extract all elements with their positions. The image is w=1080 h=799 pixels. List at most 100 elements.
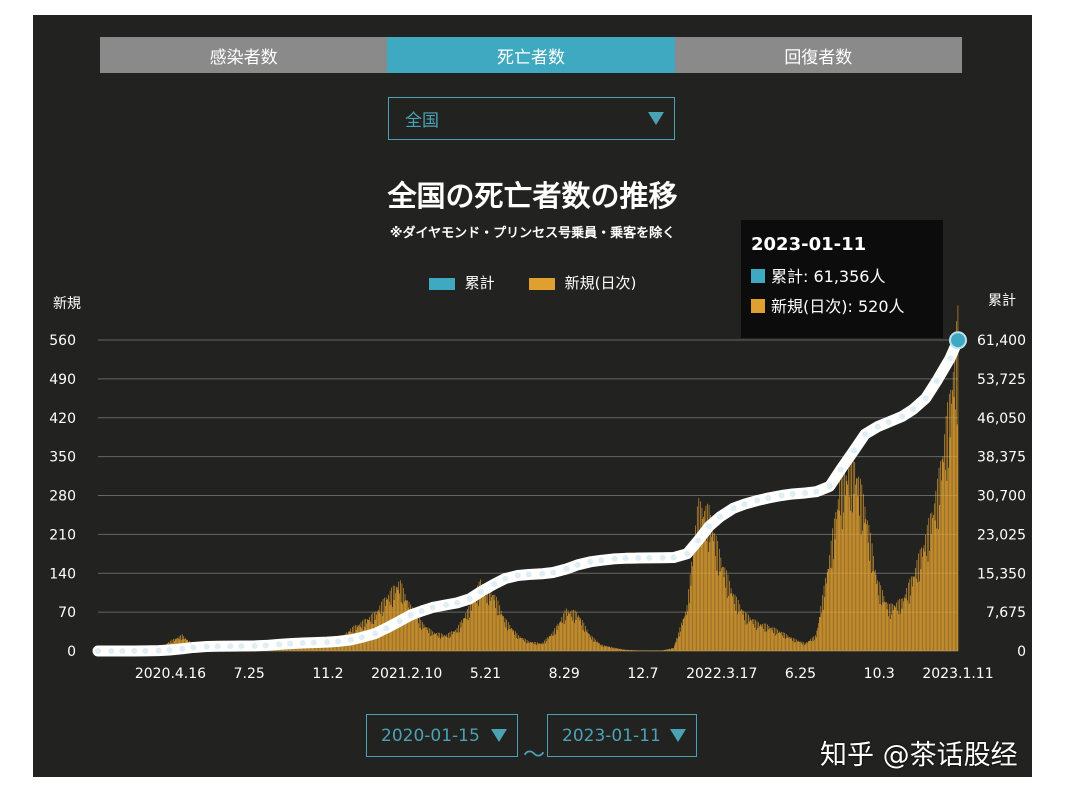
tab-deaths[interactable]: 死亡者数: [387, 37, 675, 73]
daily-bar: [917, 582, 919, 651]
tab-recoveries[interactable]: 回復者数: [674, 37, 962, 73]
daily-bar: [878, 582, 880, 651]
daily-bar: [737, 614, 738, 651]
cumulative-point: [574, 561, 581, 568]
cumulative-point: [372, 630, 379, 637]
daily-bar: [956, 321, 957, 651]
tab-infections[interactable]: 感染者数: [100, 37, 388, 73]
cumulative-point: [227, 643, 234, 650]
daily-bar: [415, 616, 417, 651]
daily-bar: [663, 650, 665, 651]
daily-bar: [765, 623, 767, 651]
daily-bar: [862, 530, 863, 651]
daily-bar: [472, 603, 474, 651]
daily-bar: [547, 637, 548, 651]
daily-bar: [773, 633, 774, 651]
daily-bar: [666, 649, 667, 651]
daily-bar: [522, 638, 523, 651]
daily-bar: [751, 620, 752, 651]
start-date-select[interactable]: 2020-01-15: [366, 714, 518, 757]
daily-bar: [706, 540, 708, 651]
daily-bar: [885, 602, 886, 651]
daily-bar: [811, 640, 812, 651]
daily-bar: [407, 600, 408, 651]
daily-bar: [664, 649, 666, 651]
daily-bar: [654, 650, 656, 651]
daily-bar: [922, 556, 923, 651]
daily-bar: [697, 544, 699, 651]
cumulative-point: [166, 646, 173, 653]
daily-bar: [677, 638, 678, 651]
cumulative-point: [598, 557, 605, 564]
daily-bar: [934, 520, 936, 651]
region-select[interactable]: 全国: [388, 97, 675, 140]
daily-bar: [407, 607, 409, 651]
daily-bar: [645, 650, 647, 651]
daily-bar: [524, 641, 526, 651]
right-axis-label: 累計: [988, 293, 1016, 309]
cumulative-point: [203, 643, 210, 650]
daily-bar: [753, 619, 755, 651]
daily-bar: [546, 641, 548, 651]
daily-bar: [672, 647, 674, 651]
daily-bar: [685, 611, 686, 651]
daily-bar: [786, 637, 788, 651]
daily-bar: [592, 636, 593, 651]
cumulative-point: [396, 618, 403, 625]
daily-bar: [785, 634, 787, 651]
end-date-select[interactable]: 2023-01-11: [547, 714, 697, 757]
daily-bar: [581, 625, 582, 651]
daily-bar: [314, 646, 315, 651]
daily-bar: [614, 647, 615, 651]
daily-bar: [307, 646, 308, 651]
legend-item-cumulative[interactable]: 累計: [428, 272, 495, 293]
daily-bar: [939, 505, 941, 651]
daily-bar: [740, 610, 741, 651]
daily-bar: [794, 638, 796, 651]
daily-bar: [456, 628, 458, 651]
legend-item-daily[interactable]: 新規(日次): [528, 272, 636, 293]
daily-bar: [426, 627, 427, 651]
daily-bar: [600, 645, 601, 651]
daily-bar: [431, 635, 433, 651]
daily-bar: [495, 607, 496, 651]
daily-bar: [795, 642, 797, 651]
daily-bar: [454, 631, 455, 651]
daily-bar: [303, 647, 304, 651]
daily-bar: [637, 650, 638, 651]
chart-panel: 感染者数 死亡者数 回復者数 全国 全国の死亡者数の推移 ※ダイヤモンド・プリン…: [33, 15, 1032, 777]
daily-bar: [635, 650, 637, 651]
daily-bar: [774, 627, 775, 651]
daily-bar: [849, 459, 851, 651]
cumulative-point: [837, 466, 844, 473]
daily-bar: [570, 616, 572, 651]
daily-bar: [827, 569, 829, 651]
daily-bar: [466, 609, 468, 651]
daily-bar: [310, 647, 311, 651]
daily-bar: [318, 646, 320, 651]
daily-bar: [732, 596, 733, 651]
daily-bar: [741, 609, 742, 651]
cumulative-point: [443, 601, 450, 608]
daily-bar: [629, 650, 630, 651]
cumulative-point: [142, 647, 149, 654]
cumulative-point: [525, 571, 532, 578]
daily-bar: [885, 601, 887, 651]
daily-bar: [679, 627, 681, 651]
daily-bar: [754, 627, 756, 651]
x-tick-label: 5.21: [470, 666, 501, 682]
daily-bar: [568, 613, 570, 651]
daily-bar: [943, 462, 945, 651]
daily-bar: [526, 640, 528, 651]
daily-bar: [933, 503, 935, 651]
daily-bar: [473, 600, 474, 651]
cumulative-point: [826, 483, 833, 490]
daily-bar: [656, 650, 658, 651]
daily-bar: [703, 516, 704, 651]
daily-bar: [542, 642, 544, 651]
daily-bar: [667, 649, 668, 651]
daily-bar: [455, 632, 457, 651]
cumulative-point: [563, 565, 570, 572]
daily-bar: [705, 505, 707, 651]
daily-bar: [450, 636, 452, 651]
